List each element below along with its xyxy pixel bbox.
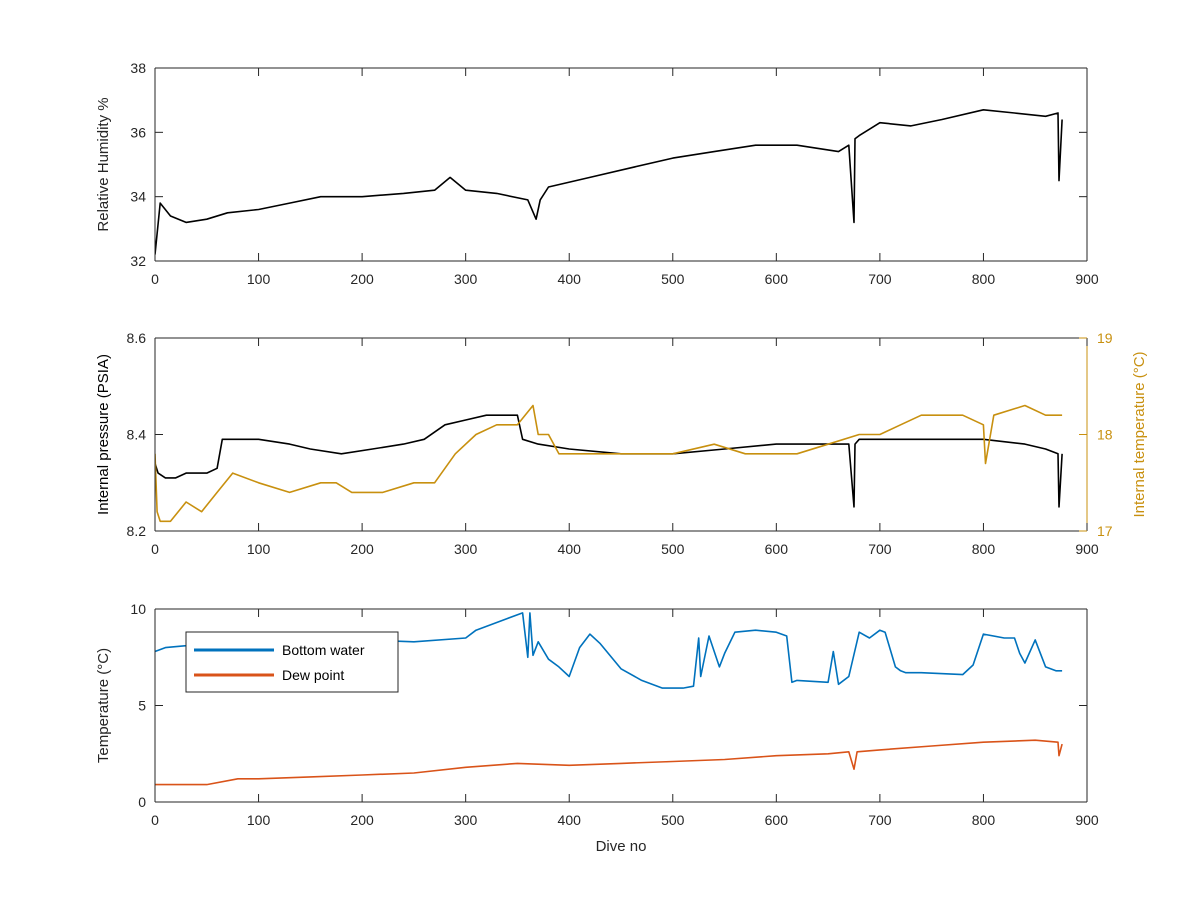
x-axis-title: Dive no [596, 838, 647, 855]
panel-1: 0 100 200 300 400 500 600 700 800 900 32 34 36 38 Rela… [95, 60, 1099, 287]
legend-label: Dew point [282, 667, 344, 683]
y-right-tick-label: 17 [1097, 523, 1113, 539]
x-tick-label: 800 [972, 812, 996, 828]
x-tick-label: 300 [454, 271, 478, 287]
x-tick-label: 800 [972, 541, 996, 557]
panel-3: 0 100 200 300 400 500 600 700 800 900 0 5 10 Temperat… [95, 601, 1099, 855]
y-tick-label: 38 [130, 60, 146, 76]
y-axis-right-title: Internal temperature (°C) [1131, 351, 1148, 517]
y-tick-label: 5 [138, 698, 146, 714]
x-tick-label: 400 [558, 541, 582, 557]
y-tick-label: 8.6 [127, 330, 147, 346]
y-axis-title: Internal pressure (PSIA) [95, 354, 112, 515]
x-tick-label: 600 [765, 541, 789, 557]
panel-2: 0 100 200 300 400 500 600 700 800 900 8.2 8.4 8.6 17 1… [95, 330, 1148, 557]
series-line-2-2 [155, 404, 1063, 523]
x-tick-label: 300 [454, 541, 478, 557]
y-tick-label: 34 [130, 189, 146, 205]
y-tick-label: 36 [130, 124, 146, 140]
y-axis-title: Relative Humidity % [95, 97, 112, 231]
x-tick-label: 400 [558, 812, 582, 828]
x-tick-label: 700 [868, 271, 892, 287]
legend-box [185, 631, 399, 693]
y-right-tick-label: 19 [1097, 330, 1113, 346]
x-tick-label: 300 [454, 812, 478, 828]
x-tick-label: 100 [247, 812, 271, 828]
x-tick-label: 500 [661, 812, 685, 828]
y-tick-label: 10 [130, 601, 146, 617]
x-tick-label: 700 [868, 541, 892, 557]
legend: Bottom water Dew point [185, 631, 399, 693]
x-tick-label: 0 [151, 541, 159, 557]
series-line-1-1 [155, 109, 1063, 255]
series-line-2-1 [155, 414, 1063, 508]
y-axis-title: Temperature (°C) [95, 648, 112, 763]
y-tick-label: 8.4 [127, 427, 147, 443]
x-tick-label: 100 [247, 271, 271, 287]
x-tick-label: 200 [350, 812, 374, 828]
x-tick-label: 500 [661, 541, 685, 557]
legend-label: Bottom water [282, 642, 365, 658]
x-tick-label: 600 [765, 812, 789, 828]
x-tick-label: 200 [350, 271, 374, 287]
series-bottom-water [155, 612, 1063, 689]
y-right-tick-label: 18 [1097, 427, 1113, 443]
x-tick-label: 400 [558, 271, 582, 287]
series-dew-point [155, 739, 1063, 786]
y-tick-label: 32 [130, 253, 146, 269]
y-tick-label: 8.2 [127, 523, 147, 539]
x-tick-label: 900 [1075, 271, 1099, 287]
x-tick-label: 900 [1075, 541, 1099, 557]
x-tick-label: 0 [151, 271, 159, 287]
x-tick-label: 0 [151, 812, 159, 828]
x-tick-label: 600 [765, 271, 789, 287]
x-tick-label: 900 [1075, 812, 1099, 828]
x-tick-label: 700 [868, 812, 892, 828]
y-tick-label: 0 [138, 794, 146, 810]
x-tick-label: 800 [972, 271, 996, 287]
x-tick-label: 100 [247, 541, 271, 557]
x-tick-label: 500 [661, 271, 685, 287]
x-tick-label: 200 [350, 541, 374, 557]
